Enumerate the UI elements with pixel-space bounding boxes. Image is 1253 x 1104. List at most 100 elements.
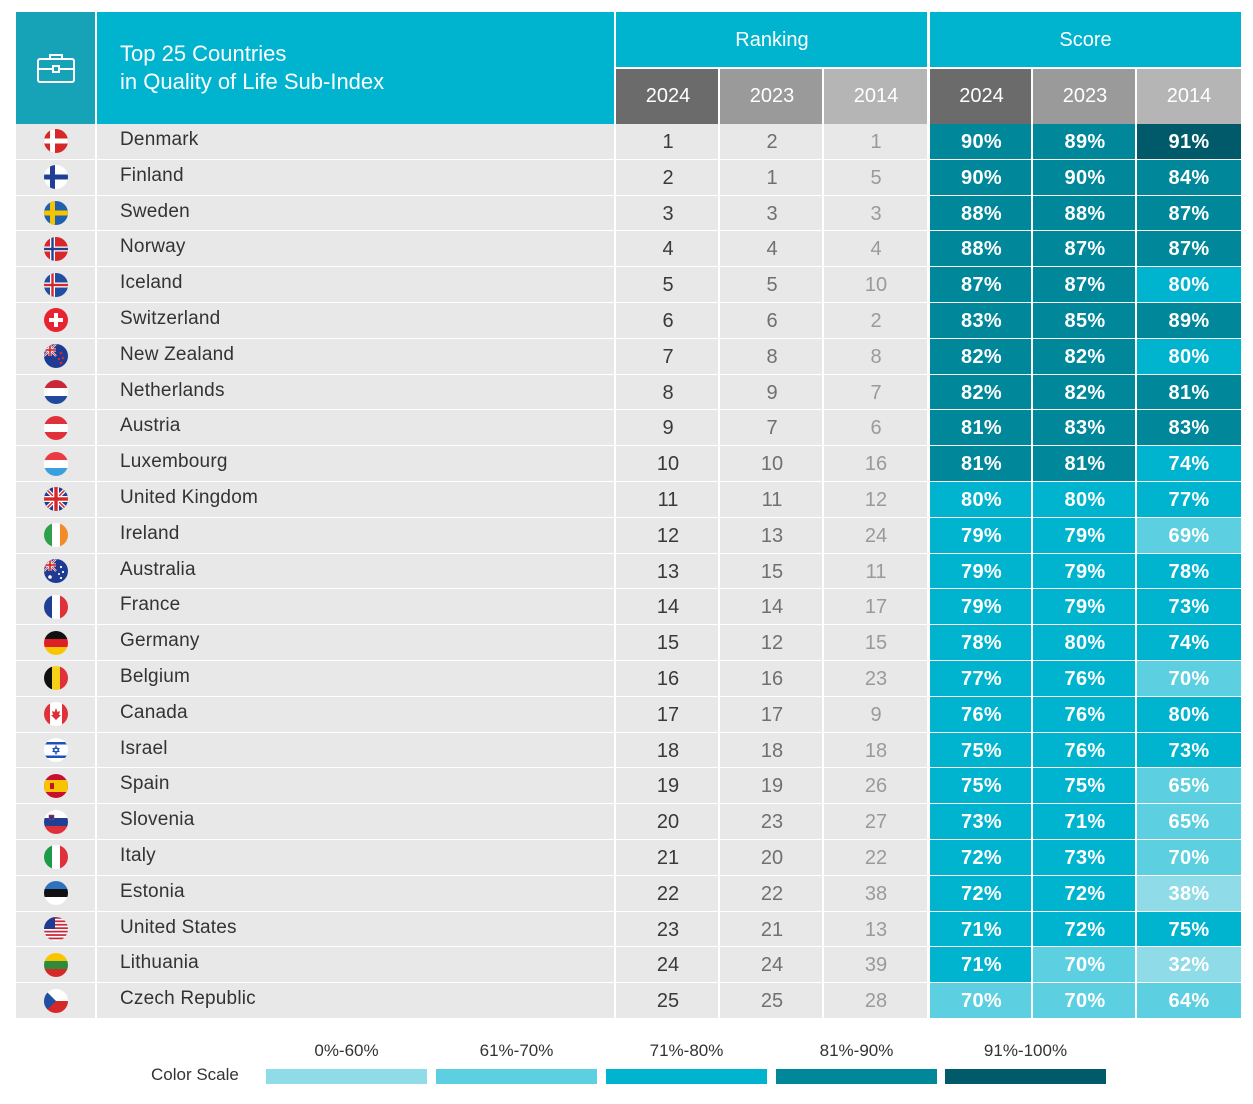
table-row <box>16 338 928 374</box>
rank-2023-cell: 18 <box>760 739 784 762</box>
table-row <box>16 983 928 1018</box>
legend-range-label: 0%-60% <box>314 1041 379 1060</box>
table-row <box>16 875 928 911</box>
ranking-year-2024: 2024 <box>616 68 720 124</box>
rank-2024-cell: 16 <box>656 668 680 690</box>
ranking-year-2014: 2014 <box>824 68 928 124</box>
rank-2024-cell: 19 <box>656 775 680 798</box>
rank-2023-cell: 8 <box>766 345 778 368</box>
score-2023-cell: 79% <box>1033 517 1137 553</box>
legend-color-swatch <box>266 1069 427 1084</box>
rank-2014-cell: 23 <box>864 668 888 690</box>
legend-range-label: 91%-100% <box>983 1041 1068 1060</box>
score-2024-cell: 76% <box>930 696 1033 732</box>
column-divider <box>718 68 720 1019</box>
column-divider <box>95 12 97 1019</box>
legend-range-label: 61%-70% <box>479 1041 554 1060</box>
score-2024-cell: 71% <box>930 947 1033 983</box>
score-2023-cell: 87% <box>1033 231 1137 267</box>
score-2014-cell: 87% <box>1137 231 1241 267</box>
rank-2014-cell: 22 <box>864 847 888 869</box>
rank-2014-cell: 5 <box>870 166 882 189</box>
rank-2014-cell: 1 <box>870 131 882 153</box>
rank-2014-cell: 9 <box>870 703 882 726</box>
score-2014-cell: 32% <box>1137 947 1241 983</box>
score-2023-cell: 76% <box>1033 732 1137 768</box>
country-name: Switzerland <box>120 308 221 329</box>
rank-2024-cell: 9 <box>662 417 674 440</box>
rank-2023-cell: 22 <box>760 882 784 905</box>
score-2014-cell: 84% <box>1137 159 1241 195</box>
rank-2023-cell: 17 <box>760 703 784 726</box>
country-name: Norway <box>120 236 186 258</box>
legend-color-swatch <box>945 1069 1106 1084</box>
table-row <box>16 768 928 804</box>
score-2023-cell: 72% <box>1033 875 1137 911</box>
table-row <box>16 374 928 410</box>
score-2023-cell: 83% <box>1033 410 1137 446</box>
column-divider <box>1135 68 1137 1019</box>
rank-2023-cell: 3 <box>766 202 778 225</box>
rank-2014-cell: 39 <box>864 954 888 977</box>
score-2024-cell: 73% <box>930 804 1033 839</box>
united-states-flag-icon <box>44 917 68 941</box>
country-name: Slovenia <box>120 809 195 831</box>
country-name: Spain <box>120 773 170 795</box>
score-2024-cell: 77% <box>930 661 1033 696</box>
france-flag-icon <box>44 594 68 619</box>
rank-2023-cell: 14 <box>760 596 784 619</box>
finland-flag-icon <box>44 165 68 190</box>
rank-2023-cell: 25 <box>760 990 784 1013</box>
score-2023-cell: 79% <box>1033 553 1137 589</box>
score-2024-cell: 83% <box>930 303 1033 338</box>
score-2024-cell: 81% <box>930 446 1033 481</box>
table-row <box>16 804 928 839</box>
score-2024-cell: 75% <box>930 732 1033 768</box>
rank-2023-cell: 12 <box>760 632 784 655</box>
score-2023-cell: 87% <box>1033 267 1137 302</box>
rank-2023-cell: 2 <box>766 131 778 153</box>
legend-range-label: 81%-90% <box>819 1041 894 1060</box>
rank-2023-cell: 23 <box>760 811 784 834</box>
score-2014-cell: 73% <box>1137 589 1241 625</box>
rank-2023-cell: 19 <box>760 775 784 798</box>
score-2023-cell: 88% <box>1033 195 1137 231</box>
country-name: Estonia <box>120 880 185 902</box>
score-year-2014: 2014 <box>1137 68 1241 124</box>
table-row <box>16 840 928 875</box>
country-name: United States <box>120 916 237 938</box>
table-row <box>16 124 928 159</box>
rank-2014-cell: 16 <box>864 453 888 476</box>
rank-2024-cell: 17 <box>656 703 680 726</box>
table-row <box>16 303 928 338</box>
score-2024-cell: 87% <box>930 267 1033 302</box>
country-name: France <box>120 594 181 616</box>
rank-2024-cell: 10 <box>656 453 680 476</box>
score-2014-cell: 65% <box>1137 804 1241 839</box>
score-2014-cell: 80% <box>1137 696 1241 732</box>
germany-flag-icon <box>44 630 68 655</box>
rank-2024-cell: 25 <box>656 990 680 1013</box>
rank-2024-cell: 21 <box>656 847 680 869</box>
country-name: Austria <box>120 415 181 437</box>
country-name: Australia <box>120 558 196 580</box>
rank-2023-cell: 20 <box>760 847 784 869</box>
score-2014-cell: 70% <box>1137 661 1241 696</box>
ranking-year-2023: 2023 <box>720 68 824 124</box>
score-2024-cell: 88% <box>930 231 1033 267</box>
score-2023-cell: 80% <box>1033 482 1137 517</box>
score-2024-cell: 72% <box>930 875 1033 911</box>
canada-flag-icon <box>44 702 68 727</box>
belgium-flag-icon <box>44 666 68 691</box>
score-2023-cell: 73% <box>1033 840 1137 875</box>
denmark-flag-icon <box>44 129 68 154</box>
score-2024-cell: 72% <box>930 840 1033 875</box>
table-row <box>16 696 928 732</box>
rank-2024-cell: 6 <box>662 310 674 332</box>
country-name: Luxembourg <box>120 451 228 473</box>
score-2014-cell: 69% <box>1137 517 1241 553</box>
country-name: Finland <box>120 164 184 186</box>
score-2014-cell: 77% <box>1137 482 1241 517</box>
score-2023-cell: 70% <box>1033 947 1137 983</box>
rank-2023-cell: 4 <box>766 238 778 261</box>
